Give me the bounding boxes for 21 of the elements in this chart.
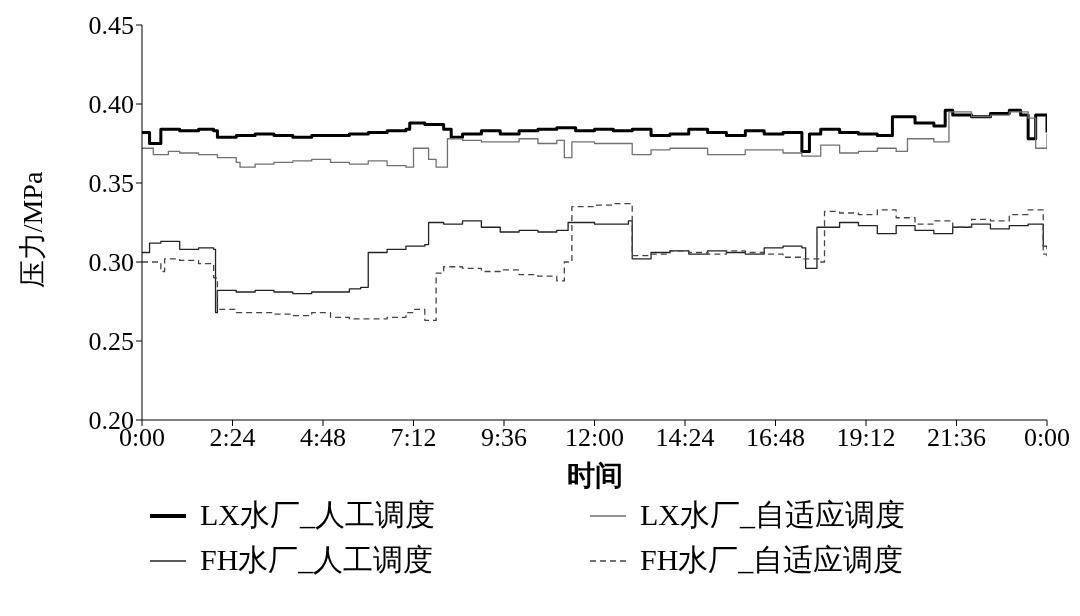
x-tick-label: 4:48: [299, 423, 347, 453]
legend-label: FH水厂_自适应调度: [640, 542, 904, 578]
legend-label: LX水厂_人工调度: [200, 497, 435, 533]
y-tick-label: 0.25: [88, 327, 134, 357]
x-tick-label: 0:00: [1023, 423, 1071, 453]
y-axis-title: 压力/MPa: [16, 170, 49, 291]
x-tick-label: 12:00: [564, 423, 625, 453]
x-axis-title: 时间: [565, 460, 624, 491]
y-tick-label: 0.30: [88, 248, 134, 278]
legend-label: FH水厂_人工调度: [200, 542, 434, 578]
x-tick-label: 9:36: [480, 423, 528, 453]
y-tick-label: 0.35: [88, 169, 134, 199]
x-tick-label: 14:24: [655, 423, 715, 453]
x-tick-label: 19:12: [836, 423, 896, 453]
legend-label: LX水厂_自适应调度: [640, 497, 905, 533]
x-tick-label: 21:36: [926, 423, 987, 453]
x-tick-label: 2:24: [209, 423, 256, 453]
y-tick-label: 0.40: [88, 90, 134, 120]
x-tick-label: 16:48: [745, 423, 806, 453]
y-tick-label: 0.45: [88, 11, 134, 41]
x-tick-label: 7:12: [390, 423, 437, 453]
